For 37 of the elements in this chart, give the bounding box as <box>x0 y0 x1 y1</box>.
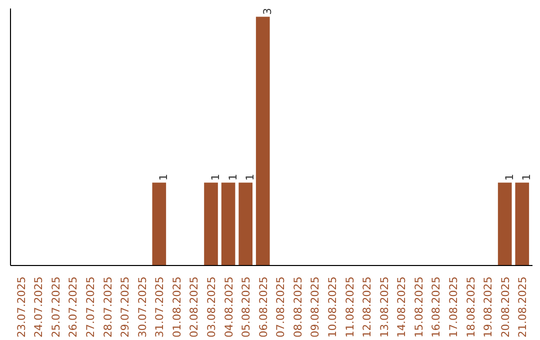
x-tick-label: 17.08.2025 <box>446 276 460 338</box>
x-tick-label: 24.07.2025 <box>32 276 46 338</box>
x-tick-label: 16.08.2025 <box>430 276 443 338</box>
x-tick-label: 03.08.2025 <box>205 276 218 338</box>
x-tick-label: 23.07.2025 <box>14 276 28 338</box>
x-tick-label: 28.07.2025 <box>101 276 114 338</box>
x-tick-label: 08.08.2025 <box>291 276 304 338</box>
x-tick-label: 05.08.2025 <box>240 276 253 338</box>
x-tick-label: 12.08.2025 <box>360 276 374 338</box>
x-tick-label: 14.08.2025 <box>395 276 408 338</box>
x-tick-label: 04.08.2025 <box>222 276 236 338</box>
data-label: 1 <box>226 174 240 181</box>
x-tick-label: 06.08.2025 <box>256 276 270 338</box>
x-tick-label: 29.07.2025 <box>118 276 132 338</box>
x-tick-label: 20.08.2025 <box>498 276 512 338</box>
x-tick-label: 01.08.2025 <box>170 276 184 338</box>
x-tick-label: 25.07.2025 <box>49 276 62 338</box>
data-label: 1 <box>209 174 222 181</box>
x-tick-label: 02.08.2025 <box>188 276 201 338</box>
x-tick-label: 31.07.2025 <box>153 276 166 338</box>
data-label: 1 <box>520 174 534 181</box>
x-tick-label: 13.08.2025 <box>378 276 391 338</box>
x-tick-label: 19.08.2025 <box>482 276 495 338</box>
x-tick-label: 30.07.2025 <box>136 276 149 338</box>
x-tick-label: 15.08.2025 <box>412 276 426 338</box>
x-tick-label: 21.08.2025 <box>516 276 530 338</box>
x-tick-label: 09.08.2025 <box>308 276 322 338</box>
x-tick-label: 27.07.2025 <box>84 276 98 338</box>
data-label: 1 <box>157 174 170 181</box>
x-tick-label: 10.08.2025 <box>326 276 339 338</box>
x-tick-label: 26.07.2025 <box>66 276 80 338</box>
x-tick-label: 18.08.2025 <box>464 276 478 338</box>
data-label: 1 <box>502 174 516 181</box>
data-label: 1 <box>244 174 257 181</box>
x-tick-label: 07.08.2025 <box>274 276 288 338</box>
data-label: 3 <box>260 8 274 15</box>
x-tick-label: 11.08.2025 <box>343 276 356 338</box>
